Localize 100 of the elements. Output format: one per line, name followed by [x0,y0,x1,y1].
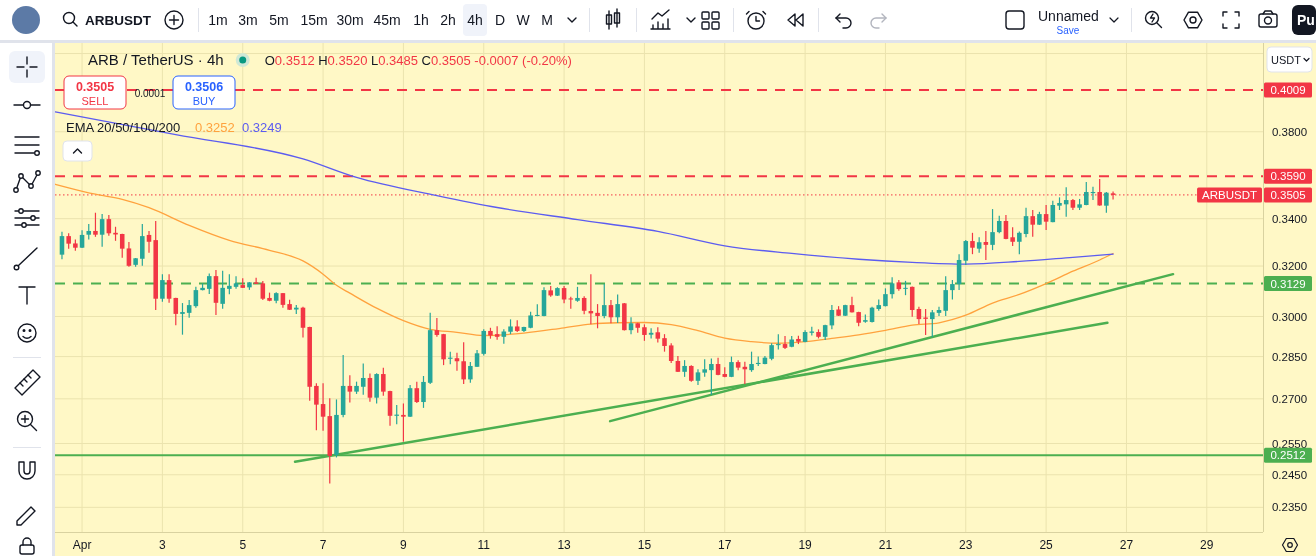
candlestick [468,361,473,384]
candlestick [950,279,955,301]
y-tick-label: 0.3400 [1271,212,1308,225]
candlestick [220,270,225,310]
candlestick [160,273,165,303]
text: 3m [238,12,258,28]
candlestick [253,277,259,285]
y-tick-label: 0.3800 [1271,125,1308,138]
candlestick [481,328,487,357]
text: W [516,12,531,28]
candlestick [227,273,232,295]
ref-line-label: 0.3129 [1270,277,1306,290]
candlestick [595,303,600,329]
candlestick [1017,230,1022,255]
candlestick [146,230,152,254]
text: 15m [300,12,328,28]
candlestick [990,208,995,251]
text: 30m [336,12,364,28]
annotation: 0.3505 [75,80,115,94]
x-tick-label: Apr [72,538,92,552]
candlestick [943,275,948,317]
x-tick-label: 21 [878,538,893,552]
y-axis-title: USDT [1271,53,1302,66]
candlestick [889,276,895,300]
candlestick [206,272,212,295]
candlestick [1043,204,1049,231]
candlestick [320,382,326,432]
text: Save [1056,25,1080,36]
x-tick-label: 25 [1039,538,1054,552]
candlestick [1010,226,1015,247]
text: 2h [440,12,456,28]
candlestick [1104,191,1109,214]
text: ARB / TetherUS · 4h [88,51,224,68]
candlestick [749,351,754,373]
candlestick [381,367,386,397]
candlestick [709,357,714,396]
candlestick [394,404,399,425]
candlestick [374,372,379,405]
x-tick-label: 3 [159,538,167,552]
candlestick [963,239,969,266]
candlestick [1030,209,1035,238]
candlestick [347,374,353,404]
x-tick-label: 29 [1200,538,1214,552]
candlestick [930,309,935,338]
candlestick [360,362,366,396]
candlestick [970,232,975,255]
y-tick-label: 0.3000 [1271,310,1308,323]
candlestick [668,342,674,364]
x-tick-label: 7 [319,538,327,552]
text: ARBUSDT [85,13,152,28]
candlestick [494,325,500,341]
x-tick-label: 17 [718,538,732,552]
candlestick [314,382,319,431]
text: 1h [413,12,429,28]
x-tick-label: 23 [959,538,973,552]
candlestick [180,302,185,336]
text: M [541,12,553,28]
ref-line-label: 0.4009 [1270,84,1306,97]
annotation: 0.3249 [242,120,282,135]
text: 1m [208,12,228,28]
text: 4h [467,12,483,28]
candlestick [93,212,98,238]
candlestick [140,223,145,267]
x-tick-label: 19 [798,538,813,552]
candlestick [461,341,466,385]
candlestick [260,280,266,301]
text: Pu [1297,12,1315,28]
ref-line-label: 0.3590 [1270,170,1306,183]
annotation: ARBUSDT [1202,189,1257,202]
candlestick [628,316,634,335]
candlestick [601,283,607,319]
candlestick [936,306,942,317]
candlestick [421,375,426,409]
text: Unnamed [1038,8,1099,24]
candlestick [615,293,620,324]
y-tick-label: 0.2850 [1271,350,1308,363]
ref-line-label: 0.2512 [1270,449,1306,462]
x-tick-label: 9 [400,538,408,552]
x-tick-label: 13 [557,538,572,552]
x-tick-label: 15 [637,538,652,552]
candlestick [782,335,788,350]
y-tick-label: 0.2350 [1271,501,1308,514]
candlestick [648,327,654,340]
y-tick-label: 0.2550 [1271,437,1308,450]
candlestick [126,241,132,268]
annotation: O0.3512 H0.3520 L0.3485 C0.3505 -0.0007 (-0.20%) [264,53,572,68]
annotation: SELL [81,94,109,107]
candlestick [401,402,406,443]
x-tick-label: 11 [477,538,491,552]
annotation: 0.0001 [134,88,166,99]
text: D [494,12,506,28]
x-tick-label: 27 [1119,538,1134,552]
y-tick-label: 0.2450 [1271,468,1308,481]
candlestick [59,231,65,260]
annotation: 0.3252 [195,120,235,135]
candlestick [434,317,440,338]
candlestick [233,275,239,290]
candlestick [119,233,125,259]
y-tick-label: 0.3200 [1271,260,1308,273]
ref-line-label: 0.3505 [1270,189,1306,202]
